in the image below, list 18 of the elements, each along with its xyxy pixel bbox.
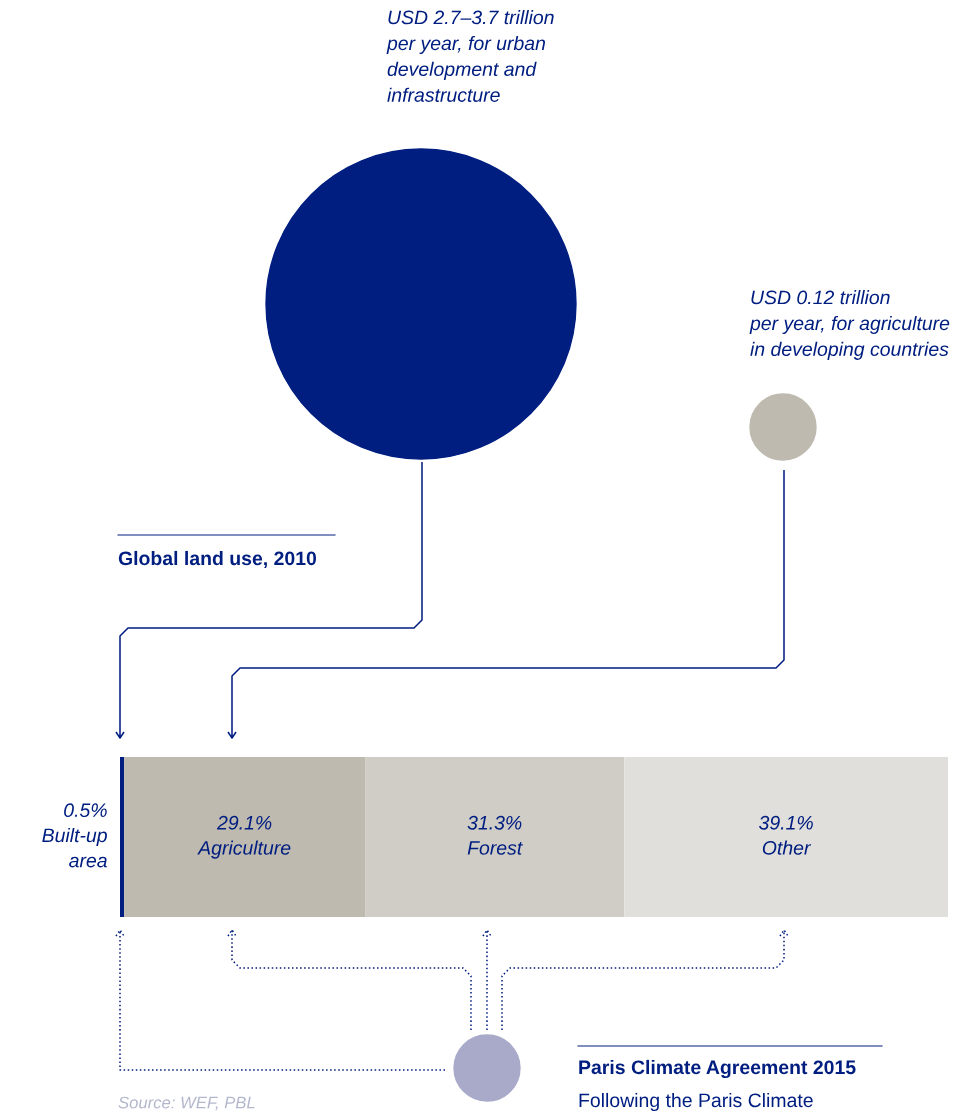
- series-label: Agriculture: [197, 840, 291, 859]
- series-label: Forest: [467, 841, 523, 855]
- data-label: 39.1%: [759, 815, 813, 830]
- series-label: Other: [762, 840, 812, 855]
- data-label: 31.3%: [467, 815, 522, 830]
- text: USD 2.7–3.7 trillion per year, for urban development and infrastructure: [386, 10, 554, 102]
- chart-title: Global land use, 2010: [118, 550, 317, 569]
- source-note: Source: WEF, PBL: [118, 1096, 255, 1111]
- bar: [624, 757, 948, 917]
- series-label: Built-up area: [42, 827, 107, 868]
- text: USD 0.12 trillion per year, for agriculture in developing countries: [749, 290, 950, 360]
- bar: [124, 757, 366, 917]
- bar: [365, 757, 625, 917]
- data-label: 29.1%: [216, 815, 272, 830]
- bar: [120, 757, 125, 917]
- text: Paris Climate Agreement 2015: [579, 1059, 856, 1079]
- data-label: 0.5%: [64, 803, 107, 818]
- text: Following the Paris Climate: [579, 1092, 813, 1112]
